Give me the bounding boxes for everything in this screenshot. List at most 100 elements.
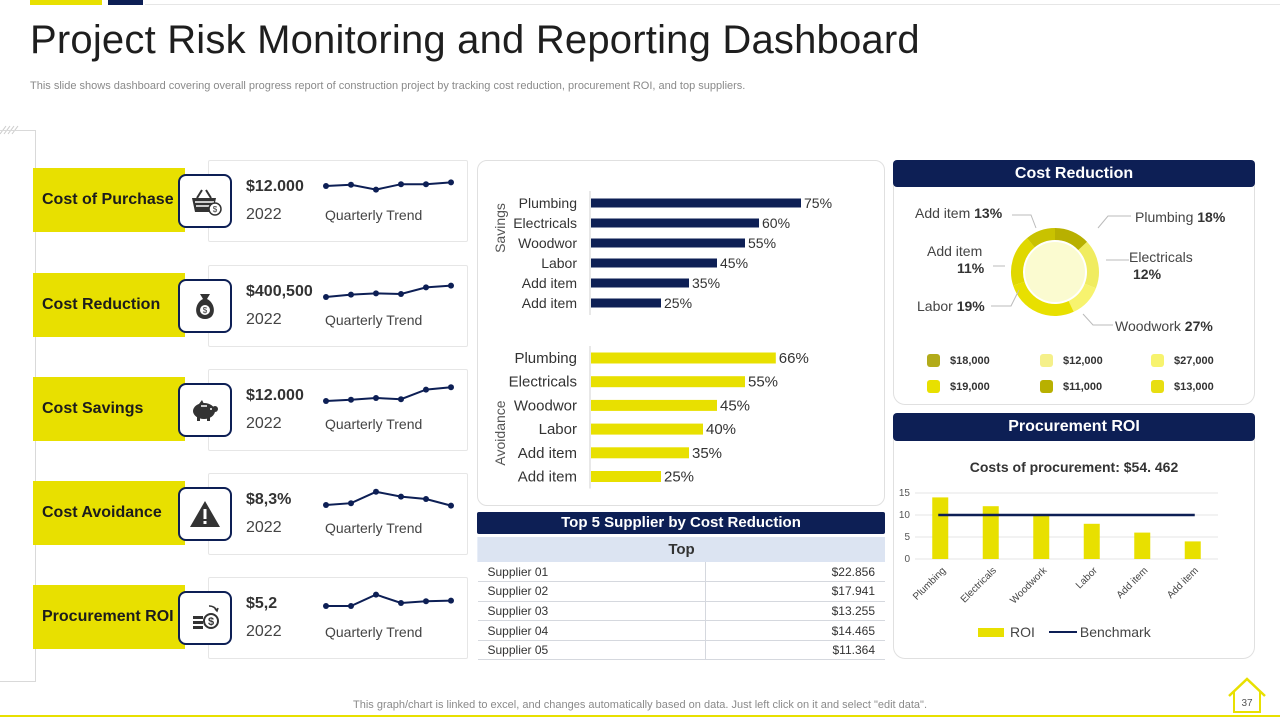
supplier-table-title: Top 5 Supplier by Cost Reduction [477, 512, 885, 534]
bar-category-label: Labor [541, 255, 577, 271]
x-tick-label: Plumbing [911, 565, 948, 602]
sparkline-point [448, 384, 454, 391]
bar [591, 447, 689, 459]
bar-value-label: 60% [762, 215, 790, 231]
supplier-amount: $14.465 [705, 620, 885, 641]
kpi-label: Procurement ROI [33, 585, 185, 649]
shopping-basket-icon: $ [178, 174, 232, 228]
donut-legend-item: $12,000 [1040, 354, 1103, 367]
kpi-label: Cost of Purchase [33, 168, 185, 232]
y-tick-label: 15 [899, 488, 911, 499]
bar-value-label: 55% [748, 374, 778, 391]
kpi-row: Procurement ROI $ $5,2 2022 Quarterly Tr… [0, 577, 470, 659]
kpi-label: Cost Savings [33, 377, 185, 441]
bar-category-label: Add item [518, 469, 577, 486]
bar-value-label: 25% [664, 295, 692, 311]
roi-legend: ROI Benchmark [978, 624, 1151, 640]
sparkline-point [448, 282, 454, 289]
supplier-table-header-row: Top [477, 537, 885, 562]
roi-bar [932, 497, 949, 559]
kpi-year: 2022 [246, 519, 282, 536]
donut-slice [1068, 283, 1096, 312]
svg-text:$: $ [208, 616, 214, 628]
sparkline-point [373, 591, 379, 598]
savings-avoidance-chart: Savings Plumbing 75% Electricals 60% Woodwor 5… [492, 191, 832, 489]
supplier-name: Supplier 01 [477, 562, 707, 583]
sparkline-point [448, 179, 454, 186]
kpi-row: Cost Avoidance $8,3% 2022 Quarterly Tren… [0, 473, 470, 555]
slice-pct: 11% [957, 260, 985, 276]
sparkline-point [348, 396, 354, 403]
roi-bar [1083, 523, 1100, 559]
legend-label: $19,000 [950, 380, 990, 393]
bar-value-label: 75% [804, 195, 832, 211]
donut-legend-item: $11,000 [1040, 380, 1102, 393]
bar [591, 423, 703, 435]
warning-icon [178, 487, 232, 541]
kpi-card [208, 265, 468, 347]
table-row: Supplier 03 $13.255 [477, 601, 885, 622]
sparkline-point [323, 183, 329, 189]
roi-legend-swatch [978, 627, 1004, 637]
x-tick-label: Add item [1115, 565, 1151, 601]
sparkline-point [398, 600, 404, 606]
kpi-trend-label: Quarterly Trend [325, 312, 423, 328]
bar-category-label: Woodwor [518, 235, 577, 251]
kpi-label-box: Procurement ROI [33, 585, 185, 649]
top-accent-bar [30, 0, 102, 5]
sparkline-point [423, 598, 429, 605]
donut-label-woodwork: Woodwork 27% [1115, 318, 1213, 335]
bar [591, 471, 661, 482]
bar [591, 352, 776, 364]
sparkline-point [373, 186, 379, 193]
kpi-card [208, 577, 468, 659]
kpi-trend-label: Quarterly Trend [325, 207, 423, 223]
kpi-value: $12.000 [246, 387, 304, 404]
top-accent-bar-navy [108, 0, 143, 5]
supplier-name: Supplier 02 [477, 581, 707, 602]
legend-label: $27,000 [1174, 354, 1214, 367]
slice-pct: 12% [1133, 266, 1162, 282]
sparkline-point [348, 291, 354, 298]
x-tick-label: Labor [1074, 565, 1100, 591]
donut-center [1025, 242, 1085, 302]
bar-category-label: Electricals [513, 215, 577, 231]
footer-note: This graph/chart is linked to excel, and… [352, 699, 928, 711]
legend-swatch [1040, 354, 1053, 367]
legend-label: $13,000 [1174, 380, 1214, 393]
sparkline-point [448, 502, 454, 509]
sparkline-point [423, 284, 429, 291]
donut-legend-item: $19,000 [927, 380, 990, 393]
kpi-label: Cost Reduction [33, 273, 185, 337]
benchmark-legend-line [1048, 631, 1077, 633]
sparkline-path [325, 181, 452, 191]
benchmark-legend-label: Benchmark [1079, 624, 1151, 640]
kpi-year: 2022 [246, 415, 282, 432]
sparkline-point [423, 496, 429, 502]
kpi-value: $5,2 [246, 595, 278, 612]
bar-value-label: 35% [692, 275, 720, 291]
sparkline-path [325, 284, 452, 298]
sparkline-point [423, 386, 429, 393]
bar [591, 238, 745, 248]
kpi-year: 2022 [246, 206, 282, 223]
kpi-card [208, 473, 468, 555]
roi-bar [1134, 532, 1151, 559]
roi-bar [982, 506, 999, 559]
kpi-sparkline [323, 591, 454, 609]
bottom-rule [0, 715, 1280, 717]
bar-value-label: 35% [692, 445, 722, 462]
home-icon[interactable] [1226, 676, 1268, 714]
procurement-cost-label: Costs of procurement: $54. 462 [969, 459, 1179, 475]
legend-label: $18,000 [950, 354, 990, 367]
coins-dollar-icon: $ [178, 591, 232, 645]
timeline-cap-bottom [0, 681, 36, 682]
sparkline-point [398, 181, 404, 188]
kpi-year: 2022 [246, 623, 282, 640]
supplier-column-header: Top [477, 537, 885, 562]
kpi-label: Cost Avoidance [33, 481, 185, 545]
donut-label-electricals: Electricals 12% [1129, 249, 1219, 283]
bar-category-label: Add item [522, 295, 577, 311]
sparkline-point [373, 488, 379, 495]
roi-legend-label: ROI [1010, 624, 1035, 640]
